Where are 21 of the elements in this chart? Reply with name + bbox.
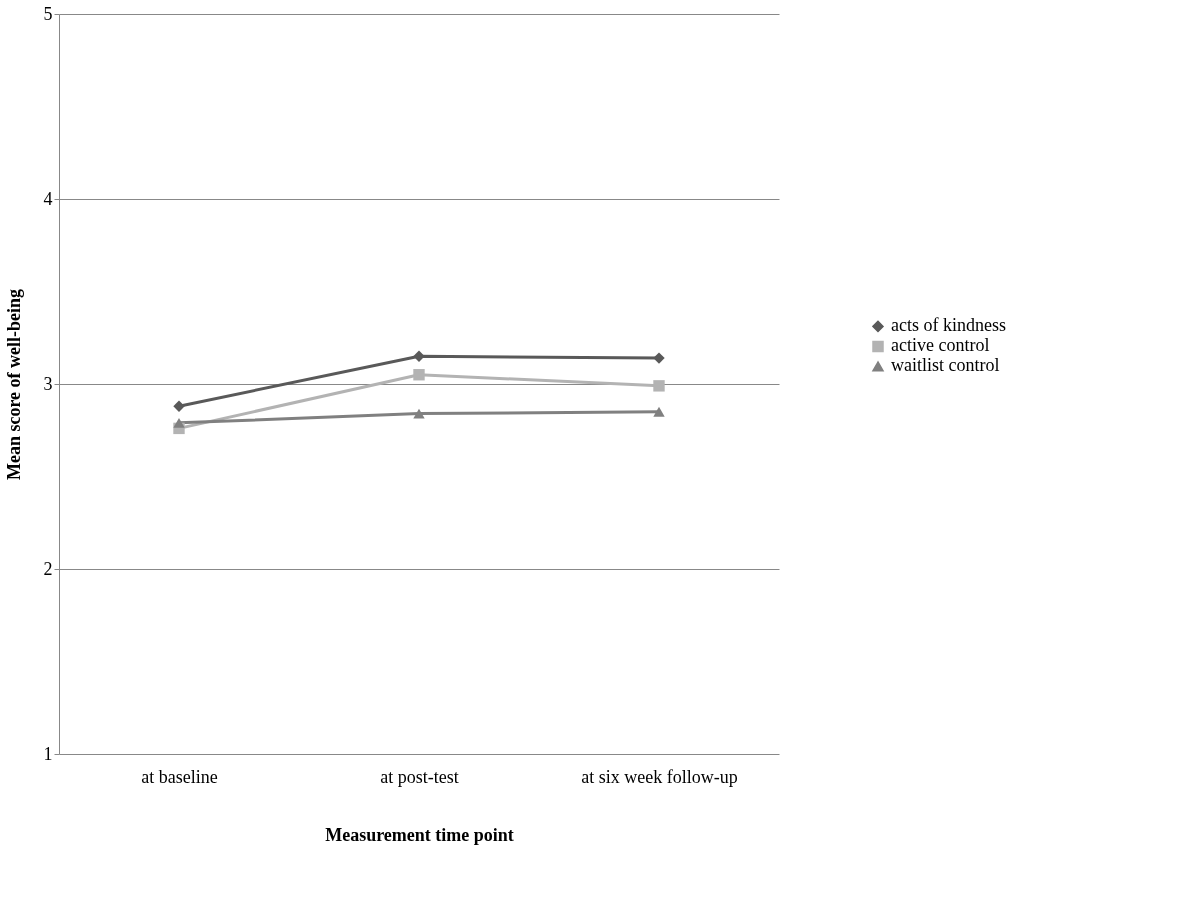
y-tick-label: 4 — [43, 188, 53, 209]
y-axis-title: Mean score of well-being — [3, 288, 24, 481]
x-tick-label: at six week follow-up — [581, 766, 738, 787]
point — [653, 406, 665, 417]
x-tick-label: at baseline — [141, 766, 218, 787]
point — [413, 350, 425, 362]
point — [413, 369, 425, 381]
y-tick-label: 3 — [43, 373, 53, 394]
y-tick-label: 5 — [43, 3, 53, 24]
y-tick-label: 1 — [43, 743, 53, 764]
point — [173, 400, 185, 412]
legend-label: acts of kindness — [891, 315, 1006, 336]
point — [173, 417, 185, 428]
legend-label: waitlist control — [891, 355, 1000, 376]
point — [413, 408, 425, 419]
x-tick-label: at post-test — [380, 766, 459, 787]
x-axis-title: Measurement time point — [325, 824, 514, 845]
point — [653, 380, 665, 392]
legend-label: active control — [891, 335, 990, 356]
y-tick-label: 2 — [43, 558, 53, 579]
point — [653, 352, 665, 364]
